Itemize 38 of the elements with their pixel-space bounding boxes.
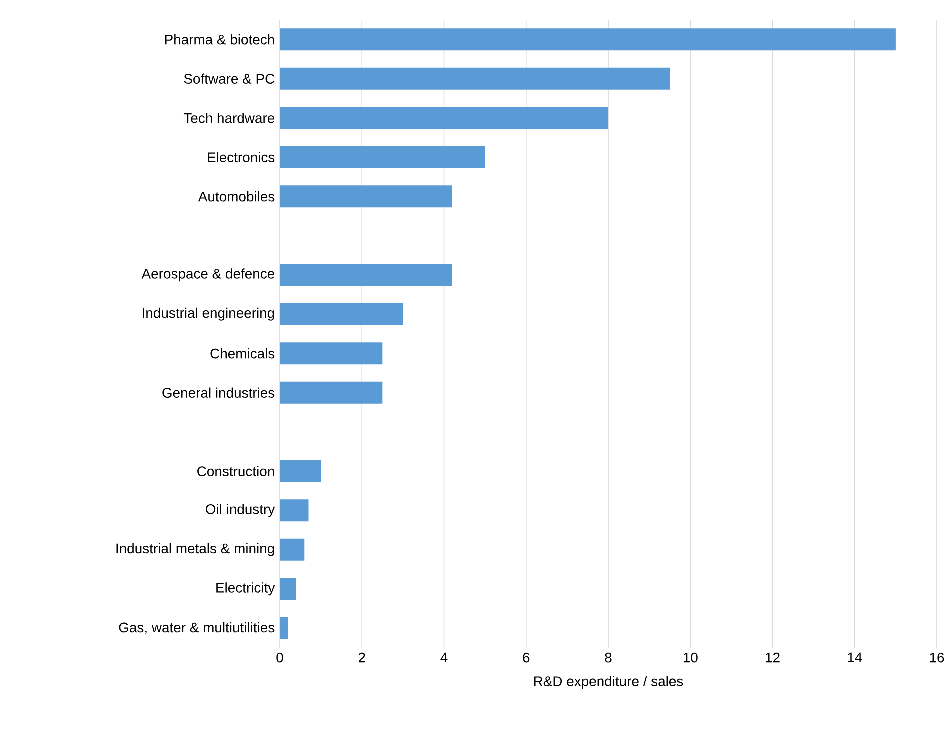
x-tick-label: 4 [440,652,448,662]
y-tick-label: Gas, water & multiutilities [119,622,275,634]
y-tick-label: Pharma & biotech [165,34,274,45]
bar [280,538,305,561]
y-tick-label: Automobiles [198,192,275,202]
bar [280,28,896,51]
bar [280,382,383,404]
y-tick-label: Chemicals [210,348,275,359]
bar [280,264,452,286]
x-tick-label: 0 [276,652,284,663]
bar [280,578,296,600]
y-tick-label: Electronics [208,152,275,163]
y-tick-label: Oil industry [206,504,276,518]
y-tick-label: Industrial metals & mining [116,543,274,556]
y-tick-label: Construction [198,466,274,477]
bar [280,186,452,208]
x-tick-label: 10 [684,652,698,663]
x-tick-label: 2 [358,652,366,663]
bar [280,342,383,365]
y-tick-label: Tech hardware [184,113,275,124]
x-tick-label: 16 [930,652,944,663]
x-axis-title: R&D expenditure / sales [534,676,684,690]
bar [280,617,288,640]
y-tick-label: Software & PC [184,74,275,84]
x-tick-label: 8 [605,652,612,663]
bar [280,500,309,522]
x-tick-label: 6 [523,652,530,663]
x-tick-label: 14 [848,652,862,662]
bar [280,68,670,90]
bar [280,107,609,130]
y-tick-label: Industrial engineering [143,308,274,321]
x-tick-label: 12 [766,652,780,663]
bar [280,460,322,482]
bar [280,146,486,168]
y-tick-label: General industries [162,388,275,398]
y-tick-label: Aerospace & defence [142,268,275,282]
y-tick-label: Electricity [216,582,276,596]
bar [280,303,404,326]
